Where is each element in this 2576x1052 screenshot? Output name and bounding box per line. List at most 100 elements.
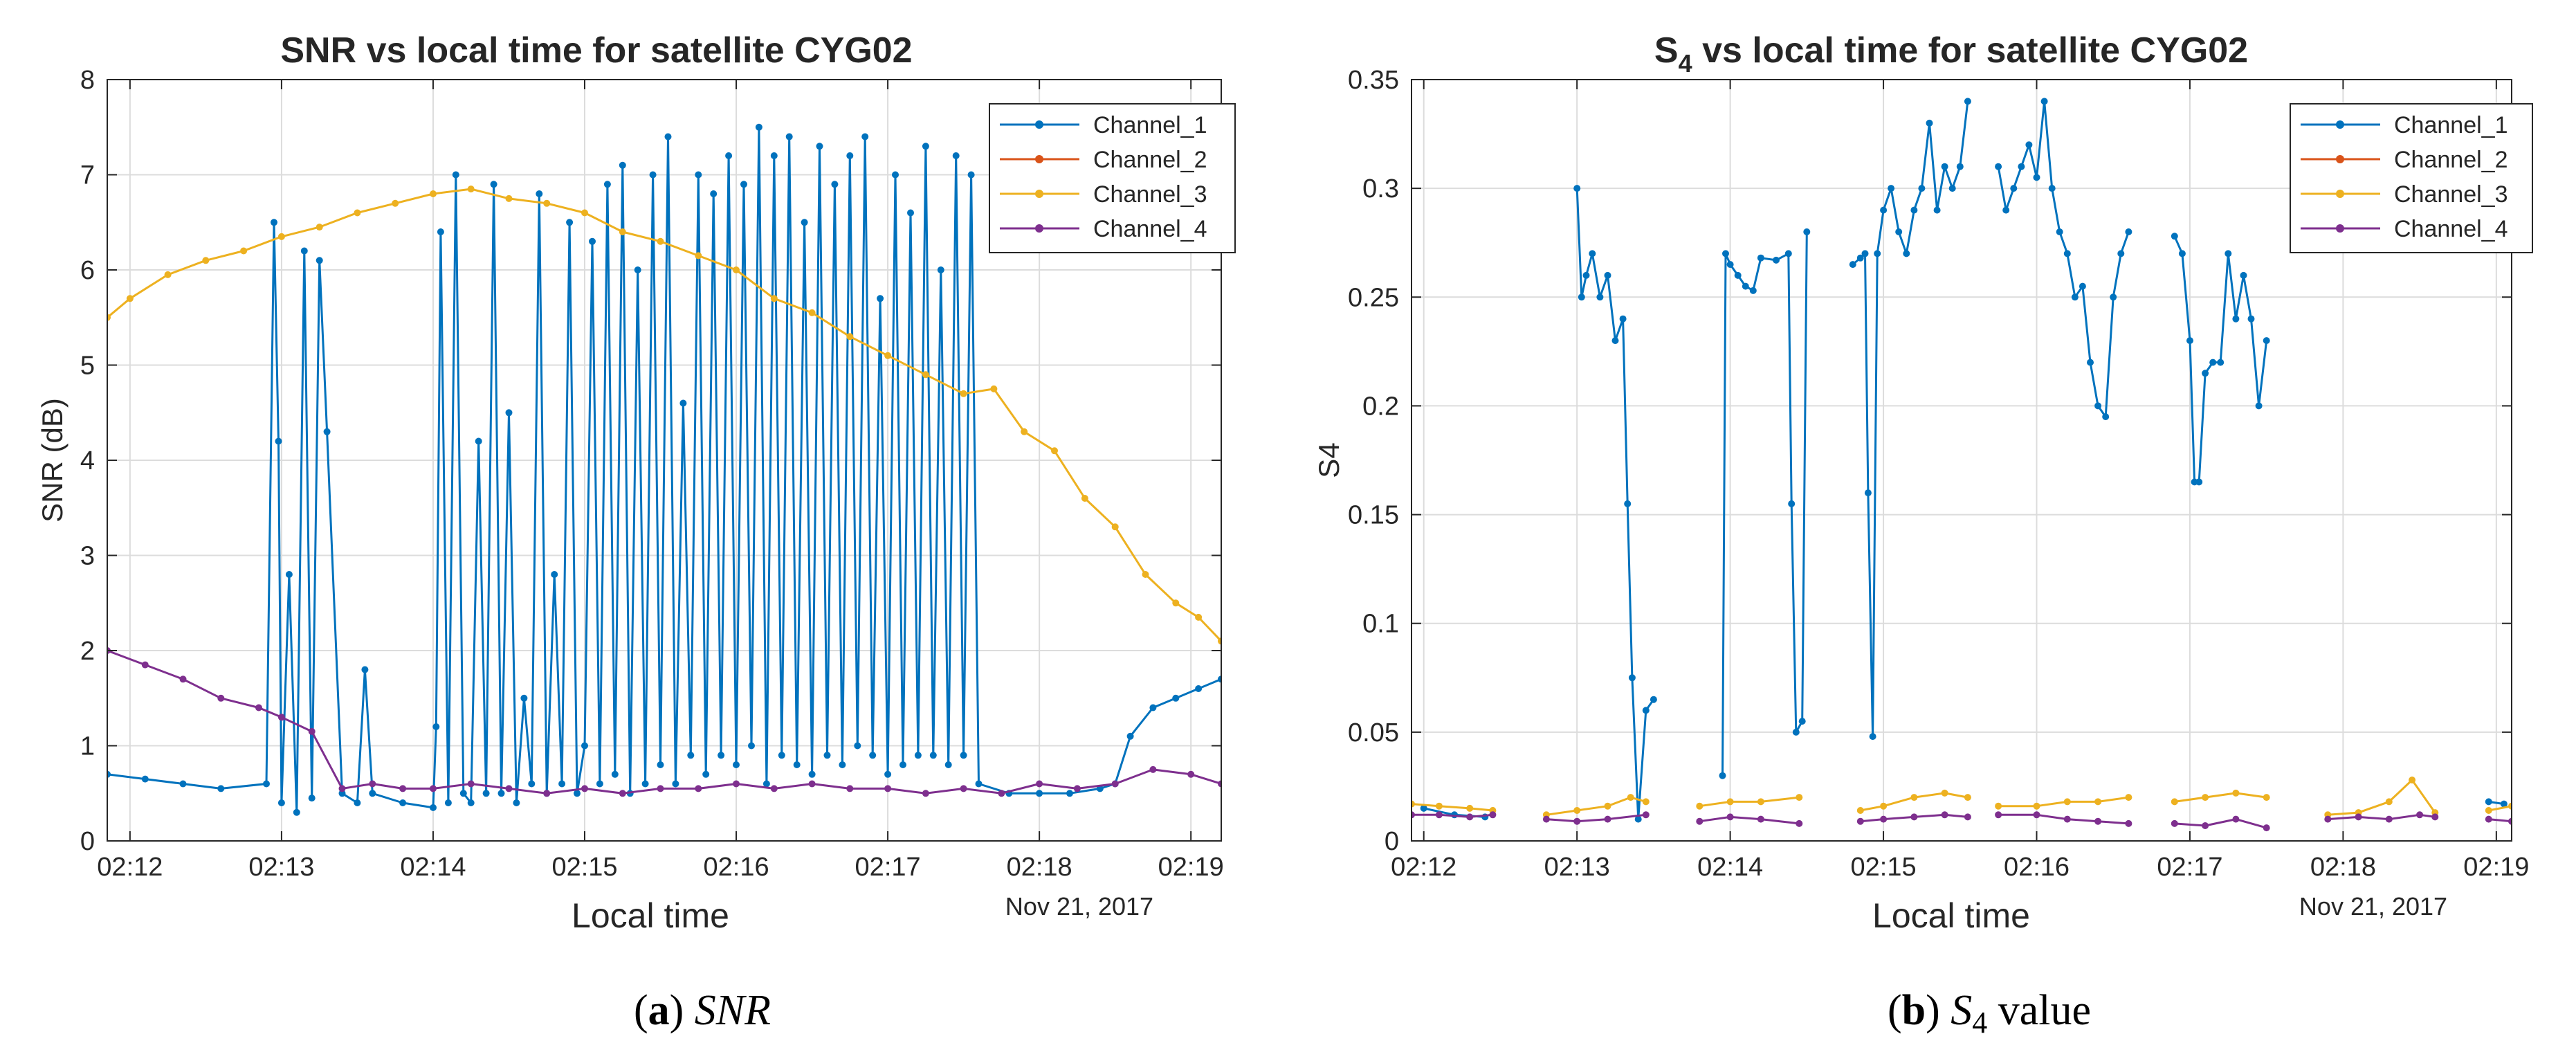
data-point [2263, 824, 2270, 832]
snr-x-axis-label: Local time [572, 896, 729, 935]
data-point [467, 799, 475, 806]
data-point [2178, 250, 2186, 257]
data-point [854, 742, 861, 750]
data-point [323, 428, 331, 435]
data-point [619, 790, 626, 797]
legend-marker [1035, 155, 1043, 163]
data-point [1435, 811, 1443, 819]
data-point [1195, 613, 1203, 621]
data-point [2416, 811, 2424, 819]
legend-label: Channel_4 [1093, 216, 1207, 242]
data-point [778, 752, 785, 759]
data-point [1036, 790, 1043, 797]
data-point [1874, 250, 1881, 257]
data-point [884, 770, 892, 778]
data-point [452, 171, 459, 179]
data-point [641, 780, 649, 788]
x-tick-label: 02:16 [2004, 853, 2070, 882]
data-point [369, 790, 376, 797]
data-point [2025, 141, 2033, 149]
data-point [710, 190, 718, 197]
data-point [475, 437, 482, 445]
data-point [2232, 315, 2240, 323]
data-point [2247, 315, 2255, 323]
data-point [1578, 293, 1585, 301]
data-point [2202, 822, 2209, 829]
data-point [1187, 770, 1195, 778]
x-tick-label: 02:12 [1391, 853, 1456, 882]
data-point [1964, 794, 1971, 801]
data-point [1111, 780, 1119, 788]
series-channel-3 [1412, 777, 2512, 819]
y-tick-label: 7 [80, 161, 95, 190]
data-point [1696, 802, 1703, 810]
data-point [217, 785, 225, 792]
data-point [2010, 185, 2018, 192]
data-point [2087, 359, 2094, 366]
data-point [2102, 413, 2110, 421]
data-point [596, 780, 603, 788]
snr-legend: Channel_1 Channel_2 Channel_3 Channel_4 [989, 103, 1236, 253]
data-point [1149, 704, 1157, 711]
y-tick-label: 0 [80, 827, 95, 856]
series-line [2174, 818, 2267, 829]
data-point [762, 780, 770, 788]
data-point [1888, 185, 1895, 192]
data-point [1948, 185, 1956, 192]
s4-title-rest: vs local time for satellite CYG02 [1692, 30, 2248, 71]
s4-x-axis-label: Local time [1872, 896, 2030, 935]
data-point [634, 266, 641, 273]
data-point [399, 785, 407, 792]
data-point [1634, 815, 1642, 823]
x-tick-label: 02:17 [2157, 853, 2222, 882]
s4-chart: S4 vs local time for satellite CYG02 02:… [1313, 30, 2533, 935]
data-point [1757, 815, 1764, 823]
series-channel-1 [1420, 98, 2508, 823]
data-point [1412, 800, 1415, 808]
data-point [1784, 250, 1792, 257]
data-point [1742, 282, 1749, 290]
data-point [944, 761, 952, 768]
data-point [2195, 478, 2203, 486]
data-point [2125, 794, 2132, 801]
data-point [770, 152, 778, 159]
data-point [581, 785, 588, 792]
data-point [1995, 163, 2002, 170]
data-point [513, 799, 520, 806]
data-point [1880, 206, 1888, 214]
data-point [1726, 261, 1734, 269]
data-point [2263, 794, 2270, 801]
data-point [1218, 780, 1221, 788]
data-point [801, 219, 808, 226]
data-point [589, 237, 596, 245]
data-point [1412, 811, 1415, 819]
y-tick-label: 0.3 [1362, 174, 1399, 203]
data-point [308, 795, 316, 802]
data-point [2056, 228, 2063, 235]
data-point [467, 185, 475, 193]
data-point [1856, 807, 1864, 814]
data-point [1869, 733, 1876, 741]
legend-label: Channel_4 [2394, 216, 2508, 242]
legend-label: Channel_2 [2394, 147, 2508, 173]
s4-x-ticks: 02:12 02:13 02:14 02:15 02:16 02:17 02:18 02:19 [1391, 80, 2529, 882]
data-point [914, 752, 922, 759]
data-point [1573, 817, 1581, 825]
caption-a-text: SNR [695, 987, 771, 1034]
data-point [141, 775, 149, 783]
data-point [1849, 261, 1856, 269]
data-point [740, 181, 747, 188]
x-tick-label: 02:17 [855, 853, 921, 882]
data-point [2002, 206, 2010, 214]
series-line [2488, 805, 2512, 812]
data-point [2110, 293, 2117, 301]
legend-marker [1035, 120, 1043, 129]
y-tick-label: 0.2 [1362, 392, 1399, 421]
x-tick-label: 02:18 [2310, 853, 2376, 882]
series-channel-4 [1412, 811, 2512, 832]
data-point [960, 390, 967, 397]
data-point [1650, 696, 1657, 703]
data-point [558, 780, 566, 788]
data-point [2033, 174, 2040, 181]
data-point [816, 143, 823, 150]
